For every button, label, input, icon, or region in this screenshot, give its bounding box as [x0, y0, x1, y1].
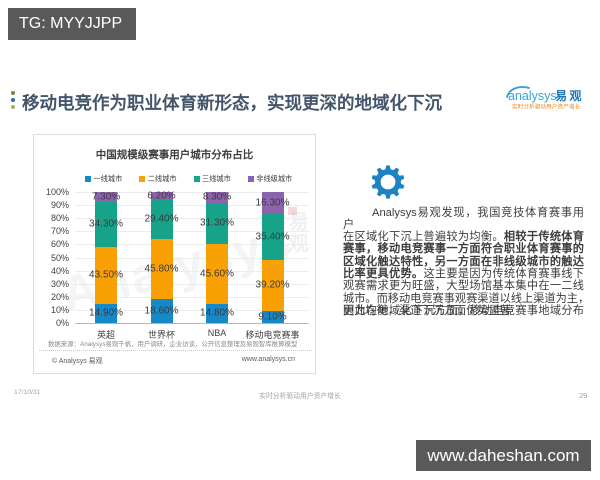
svg-text:analysys: analysys: [508, 89, 557, 103]
svg-text:实时分析驱动用户资产增长: 实时分析驱动用户资产增长: [512, 103, 581, 111]
svg-text:易观: 易观: [555, 89, 584, 103]
